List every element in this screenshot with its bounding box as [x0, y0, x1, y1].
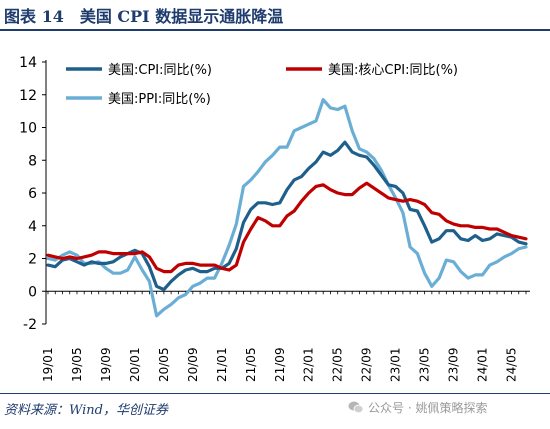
legend-label: 美国:PPI:同比(%) — [108, 92, 211, 107]
x-tick-label: 23/09 — [447, 347, 461, 382]
x-tick-label: 20/05 — [157, 347, 171, 382]
y-tick-label: 8 — [28, 153, 37, 169]
figure-title: 图表 14 美国 CPI 数据显示通胀降温 — [4, 7, 284, 26]
legend-label: 美国:CPI:同比(%) — [108, 63, 212, 78]
y-tick-label: 10 — [19, 121, 37, 137]
chart-series — [46, 98, 528, 318]
series-line — [46, 98, 528, 318]
x-tick-label: 22/09 — [360, 347, 374, 382]
wechat-icon — [348, 401, 364, 414]
chart-axes — [45, 60, 530, 324]
chart-legend: 美国:CPI:同比(%) 美国:核心CPI:同比(%) 美国:PPI:同比(%) — [66, 63, 458, 107]
watermark: 公众号 · 姚佩策略探索 — [348, 399, 487, 416]
x-tick-label: 22/01 — [302, 347, 316, 382]
x-tick-label: 24/01 — [476, 347, 490, 382]
x-tick-label: 19/01 — [41, 347, 55, 382]
y-tick-label: 6 — [28, 186, 37, 202]
y-tick-label: 2 — [28, 252, 37, 268]
x-tick-label: 20/09 — [186, 347, 200, 382]
chart-ticks: -2 0 2 4 6 8 10 12 14 19/01 19/05 19/09 20/01 20/05 20… — [19, 55, 527, 382]
y-tick-label: 12 — [19, 88, 37, 104]
x-tick-label: 19/05 — [70, 347, 84, 382]
y-tick-label: -2 — [23, 317, 37, 333]
x-tick-label: 21/09 — [273, 347, 287, 382]
y-tick-label: 0 — [28, 284, 37, 300]
x-tick-label: 21/05 — [244, 347, 258, 382]
source-note: 资料来源：Wind，华创证券 — [4, 403, 168, 418]
y-tick-label: 4 — [28, 219, 37, 235]
x-tick-label: 21/01 — [215, 347, 229, 382]
x-tick-label: 23/01 — [389, 347, 403, 382]
x-tick-label: 22/05 — [331, 347, 345, 382]
x-tick-label: 24/05 — [505, 347, 519, 382]
series-line — [46, 181, 528, 274]
x-tick-label: 19/09 — [99, 347, 113, 382]
legend-label: 美国:核心CPI:同比(%) — [328, 63, 458, 78]
source-divider — [0, 393, 550, 394]
title-divider — [0, 29, 550, 31]
x-tick-label: 20/01 — [128, 347, 142, 382]
x-tick-label: 23/05 — [418, 347, 432, 382]
watermark-text: 公众号 · 姚佩策略探索 — [368, 401, 488, 415]
y-tick-label: 14 — [19, 55, 37, 71]
